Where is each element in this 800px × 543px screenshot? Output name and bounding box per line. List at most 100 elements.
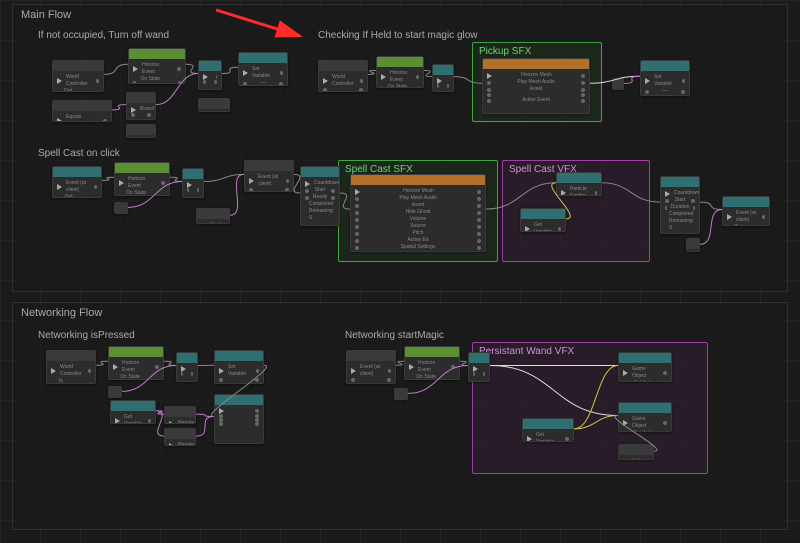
node-header [377, 57, 423, 67]
graph-node[interactable]: Game ObjectSet Active [618, 352, 672, 382]
node-port-row [437, 84, 449, 88]
port-label: Negate [178, 420, 194, 424]
exec-pin-icon [527, 436, 532, 442]
output-pin-icon [88, 369, 91, 373]
exec-pin-icon [305, 181, 310, 187]
node-port-row: Value [623, 458, 649, 460]
output-pin-icon [595, 191, 597, 195]
graph-node[interactable]: Horizon EventOn State Changefrom [128, 48, 186, 84]
graph-node[interactable] [214, 394, 264, 444]
graph-node[interactable] [432, 64, 454, 92]
graph-node[interactable] [612, 78, 624, 90]
port-label: Event (at client) [66, 180, 90, 194]
exec-pin-icon [561, 190, 566, 196]
graph-node[interactable]: Horizon EventOn State Change [376, 56, 424, 88]
graph-node[interactable]: Boolean [126, 124, 156, 138]
port-label: World Controller [332, 74, 356, 88]
input-pin-icon [243, 82, 247, 86]
graph-node[interactable]: Event (at client) [346, 350, 396, 384]
output-pin-icon [681, 90, 685, 94]
graph-node[interactable] [394, 388, 408, 400]
node-header [115, 163, 169, 173]
input-pin-icon [665, 199, 669, 203]
graph-node[interactable]: Horizon EventOn State Change [114, 162, 170, 196]
graph-node[interactable] [468, 352, 490, 382]
node-header [53, 167, 101, 177]
node-body [469, 363, 489, 379]
input-pin-icon [305, 196, 309, 200]
output-pin-icon [477, 239, 481, 243]
port-label: Get Equipped W [64, 88, 92, 92]
port-label: — [261, 80, 266, 86]
output-pin-icon [477, 218, 481, 222]
output-pin-icon [477, 211, 481, 215]
graph-node[interactable]: Equals (emitter) [52, 100, 112, 122]
graph-node[interactable]: World ControllerGet Equipped W [52, 60, 104, 92]
graph-node[interactable]: Horizon MeshPlay Mesh AudioAssetHide Gho… [350, 174, 486, 252]
port-label: Get Variable [65, 194, 90, 198]
output-pin-icon [682, 79, 686, 83]
graph-node[interactable]: Event (at client)Get Variable [52, 166, 102, 198]
graph-node[interactable] [686, 238, 700, 252]
graph-node[interactable]: Boolean [196, 208, 230, 224]
graph-node[interactable]: Game ObjectSet Active [618, 402, 672, 432]
input-pin-icon [249, 188, 253, 192]
exec-pin-icon [115, 418, 120, 424]
graph-node[interactable]: Get Variable [522, 418, 574, 442]
output-pin-icon [255, 422, 259, 426]
graph-node[interactable]: Negate [164, 406, 196, 424]
node-body: World ControllerGet Equipped W [53, 71, 103, 92]
graph-node[interactable] [182, 168, 204, 198]
exec-pin-icon [133, 66, 138, 72]
graph-node[interactable] [114, 202, 128, 214]
node-graph-canvas[interactable]: Main Flow Networking Flow If not occupie… [0, 0, 800, 543]
graph-node[interactable]: Get Variable [110, 400, 156, 424]
graph-node[interactable]: Get Variable [520, 208, 566, 232]
node-header [351, 175, 485, 185]
graph-node[interactable]: Branch [126, 92, 156, 120]
graph-node[interactable]: Set Variable— [640, 60, 690, 96]
port-label: Horizon Event [418, 360, 447, 374]
port-label: Horizon Event [128, 176, 157, 190]
output-pin-icon [565, 437, 569, 441]
output-pin-icon [161, 181, 165, 185]
port-label: Completed [669, 211, 693, 218]
graph-node[interactable] [198, 60, 222, 90]
exec-pin-icon [351, 368, 356, 374]
graph-node[interactable]: Set Variable [214, 350, 264, 384]
group-persistant-wand-vfx[interactable]: Persistant Wand VFX [472, 342, 708, 474]
graph-node[interactable]: Horizon EventOn State Change [404, 346, 460, 380]
port-label: Game Object [632, 416, 659, 430]
input-pin-icon [437, 84, 439, 88]
node-header [469, 353, 489, 363]
graph-node[interactable]: Particle Emitter [556, 172, 602, 196]
graph-node[interactable]: Event (at client)Get Variable [722, 196, 770, 226]
graph-node[interactable]: Horizon MeshPlay Mesh AudioAssetActive E… [482, 58, 590, 114]
graph-node[interactable]: Set Variable— [238, 52, 288, 86]
graph-node[interactable]: Negate [164, 428, 196, 446]
node-body [613, 89, 623, 90]
output-pin-icon [581, 93, 585, 97]
node-header [557, 173, 601, 183]
graph-node[interactable]: Event (at client) [244, 160, 294, 192]
node-header [619, 403, 671, 413]
graph-node[interactable] [176, 352, 198, 382]
output-pin-icon [216, 75, 217, 79]
node-header [199, 61, 221, 71]
node-header [215, 395, 263, 405]
graph-node[interactable]: Value [618, 444, 654, 460]
graph-node[interactable]: Horizon EventOn State Change [108, 346, 164, 380]
node-body: Boolean [197, 219, 229, 224]
output-pin-icon [762, 215, 765, 219]
graph-node[interactable]: World ControllerIs Activated [46, 350, 96, 384]
graph-node[interactable]: CountdownStartDurationCompletedRemaining… [660, 176, 700, 234]
comment-turnoff-wand: If not occupied, Turn off wand [38, 30, 169, 41]
node-port-row: Countdown [665, 190, 695, 197]
node-port-row: Get Variable [727, 224, 765, 226]
comment-spell-cast: Spell Cast on click [38, 148, 120, 159]
graph-node[interactable]: Boolean [198, 98, 230, 112]
graph-node[interactable] [108, 386, 122, 398]
graph-node[interactable]: CountdownStartReadyCompletedRemaining S [300, 166, 340, 226]
node-port-row: Event (at client) [249, 174, 289, 188]
graph-node[interactable]: World Controller [318, 60, 368, 92]
